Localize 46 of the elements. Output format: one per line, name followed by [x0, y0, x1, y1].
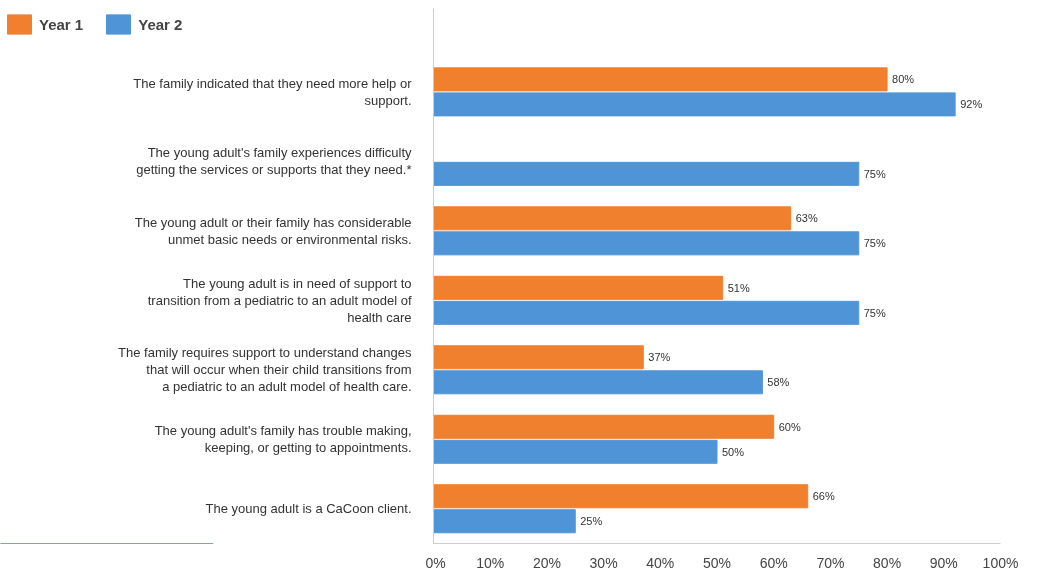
data-label: 60% [778, 420, 801, 433]
bar [433, 67, 888, 92]
bar [433, 275, 724, 300]
data-label: 66% [812, 490, 835, 503]
data-label: 75% [863, 237, 886, 250]
data-label: 25% [580, 515, 603, 528]
x-tick-label: 50% [702, 554, 732, 571]
bar [433, 206, 792, 231]
y-tick-label: The young adult is in need of support to transition from a pediatric to an adult model of health care [147, 275, 412, 325]
x-tick-label: 60% [759, 554, 788, 571]
x-tick-label: 90% [929, 554, 958, 571]
bar [433, 161, 860, 186]
x-tick-label: 70% [816, 554, 845, 571]
y-tick-label: The young adult or their family has considerable unmet basic needs or environmental risks. [134, 214, 412, 247]
bar [433, 300, 860, 325]
bar [433, 484, 809, 509]
x-tick-label: 20% [532, 554, 561, 571]
data-label: 75% [863, 306, 886, 319]
bar [433, 509, 576, 534]
bar [433, 92, 956, 117]
bar [433, 345, 644, 370]
data-label: 51% [727, 281, 750, 294]
bar [433, 414, 775, 439]
data-label: 63% [795, 212, 818, 225]
y-tick-label: The family indicated that they need more help or support. [133, 75, 413, 108]
y-tick-label: The young adult is a CaCoon client. [205, 501, 412, 517]
x-tick-label: 30% [589, 554, 618, 571]
bar [433, 231, 860, 256]
data-label: 58% [767, 376, 790, 389]
bar [433, 370, 763, 395]
legend-label: Year 1 [39, 15, 84, 33]
data-label: 50% [722, 445, 745, 458]
y-tick-label: The young adult's family experiences difficulty getting the services or supports that they need.* [136, 145, 412, 178]
x-tick-label: 0% [425, 554, 446, 571]
legend-label: Year 2 [138, 15, 183, 33]
x-tick-label: 10% [476, 554, 505, 571]
x-tick-label: 80% [873, 554, 902, 571]
x-tick-label: 100% [982, 554, 1019, 571]
bar [433, 439, 718, 464]
x-tick-label: 40% [646, 554, 675, 571]
y-tick-label: The family requires support to understand changes that will occur when their child transitions from a pediatric to an adult model of health care. [118, 345, 412, 395]
data-label: 92% [960, 98, 983, 111]
data-label: 80% [892, 73, 915, 86]
data-label: 75% [863, 167, 886, 180]
data-label: 37% [648, 351, 671, 364]
y-tick-label: The young adult's family has trouble making, keeping, or getting to appointments. [154, 423, 412, 456]
